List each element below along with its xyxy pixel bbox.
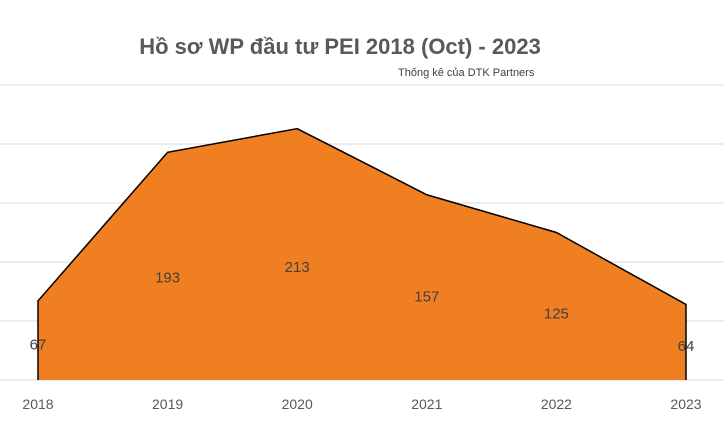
chart-subtitle: Thống kê của DTK Partners <box>398 67 535 79</box>
chart-title: Hồ sơ WP đầu tư PEI 2018 (Oct) - 2023 <box>139 34 541 59</box>
data-point <box>555 232 557 233</box>
data-point <box>167 151 169 153</box>
area-fill <box>38 128 686 380</box>
area-outline <box>37 127 687 380</box>
data-label: 157 <box>414 289 439 306</box>
data-point <box>296 128 298 130</box>
x-tick-label: 2023 <box>670 396 701 412</box>
x-tick-label: 2020 <box>282 396 313 412</box>
x-tick-label: 2021 <box>411 396 442 412</box>
x-tick-label: 2019 <box>152 396 183 412</box>
x-tick-label: 2018 <box>22 396 53 412</box>
data-point <box>685 303 687 305</box>
data-label: 193 <box>155 270 180 287</box>
x-tick-label: 2022 <box>541 396 572 412</box>
data-label: 64 <box>678 338 695 355</box>
data-label: 67 <box>30 336 47 353</box>
data-label: 125 <box>544 306 569 323</box>
data-point <box>37 300 39 302</box>
data-point <box>426 194 428 196</box>
data-label: 213 <box>285 259 310 276</box>
